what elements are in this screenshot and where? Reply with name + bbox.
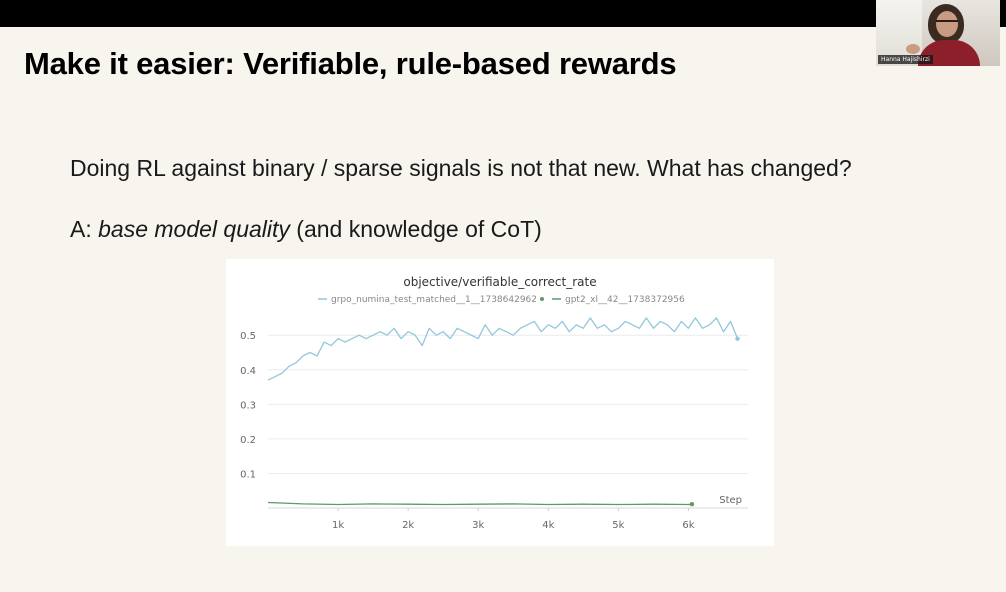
x-tick-label: 5k bbox=[612, 520, 624, 531]
y-axis: 0.1 0.2 0.3 0.4 0.5 bbox=[240, 331, 256, 480]
chart-title: objective/verifiable_correct_rate bbox=[403, 275, 596, 289]
series-line-2 bbox=[267, 501, 692, 506]
webcam-person-glasses bbox=[936, 20, 958, 27]
y-tick-label: 0.4 bbox=[240, 366, 256, 377]
webcam-thumbnail[interactable]: Hanna Hajishirzi bbox=[876, 0, 1000, 66]
x-axis: 1k 2k 3k 4k 5k 6k bbox=[268, 507, 748, 531]
answer-suffix: (and knowledge of CoT) bbox=[289, 216, 542, 242]
x-axis-label: Step bbox=[719, 495, 742, 506]
chart-panel: objective/verifiable_correct_rate grpo_n… bbox=[226, 259, 774, 546]
y-tick-label: 0.2 bbox=[240, 435, 256, 446]
slide-title: Make it easier: Verifiable, rule-based r… bbox=[24, 46, 677, 81]
x-tick-label: 2k bbox=[402, 520, 414, 531]
series-end-point-2 bbox=[689, 501, 695, 507]
x-tick-label: 1k bbox=[332, 520, 344, 531]
chart-legend: grpo_numina_test_matched__1__1738642962 g… bbox=[318, 295, 685, 305]
slide-text-question: Doing RL against binary / sparse signals… bbox=[70, 155, 852, 181]
top-black-bar bbox=[0, 0, 1006, 27]
line-chart: objective/verifiable_correct_rate grpo_n… bbox=[240, 275, 748, 531]
webcam-person-hand bbox=[906, 44, 920, 54]
answer-emphasis: base model quality bbox=[98, 216, 290, 242]
y-tick-label: 0.3 bbox=[240, 400, 256, 411]
slide-text-answer: A: base model quality (and knowledge of … bbox=[70, 216, 542, 243]
series-line-1 bbox=[267, 317, 739, 381]
y-tick-label: 0.1 bbox=[240, 469, 256, 480]
legend-dot bbox=[540, 297, 544, 301]
answer-prefix: A: bbox=[70, 216, 99, 242]
chart-grid bbox=[268, 334, 748, 474]
x-tick-label: 3k bbox=[472, 520, 484, 531]
series-end-point-1 bbox=[735, 336, 740, 341]
x-tick-label: 6k bbox=[682, 520, 694, 531]
legend-label-2: gpt2_xl__42__1738372956 bbox=[565, 295, 685, 305]
y-tick-label: 0.5 bbox=[240, 331, 256, 342]
chart-series bbox=[267, 317, 740, 507]
legend-label-1: grpo_numina_test_matched__1__1738642962 bbox=[331, 295, 537, 305]
x-tick-label: 4k bbox=[542, 520, 554, 531]
webcam-person-face bbox=[936, 11, 958, 37]
webcam-name-label: Hanna Hajishirzi bbox=[878, 55, 933, 64]
